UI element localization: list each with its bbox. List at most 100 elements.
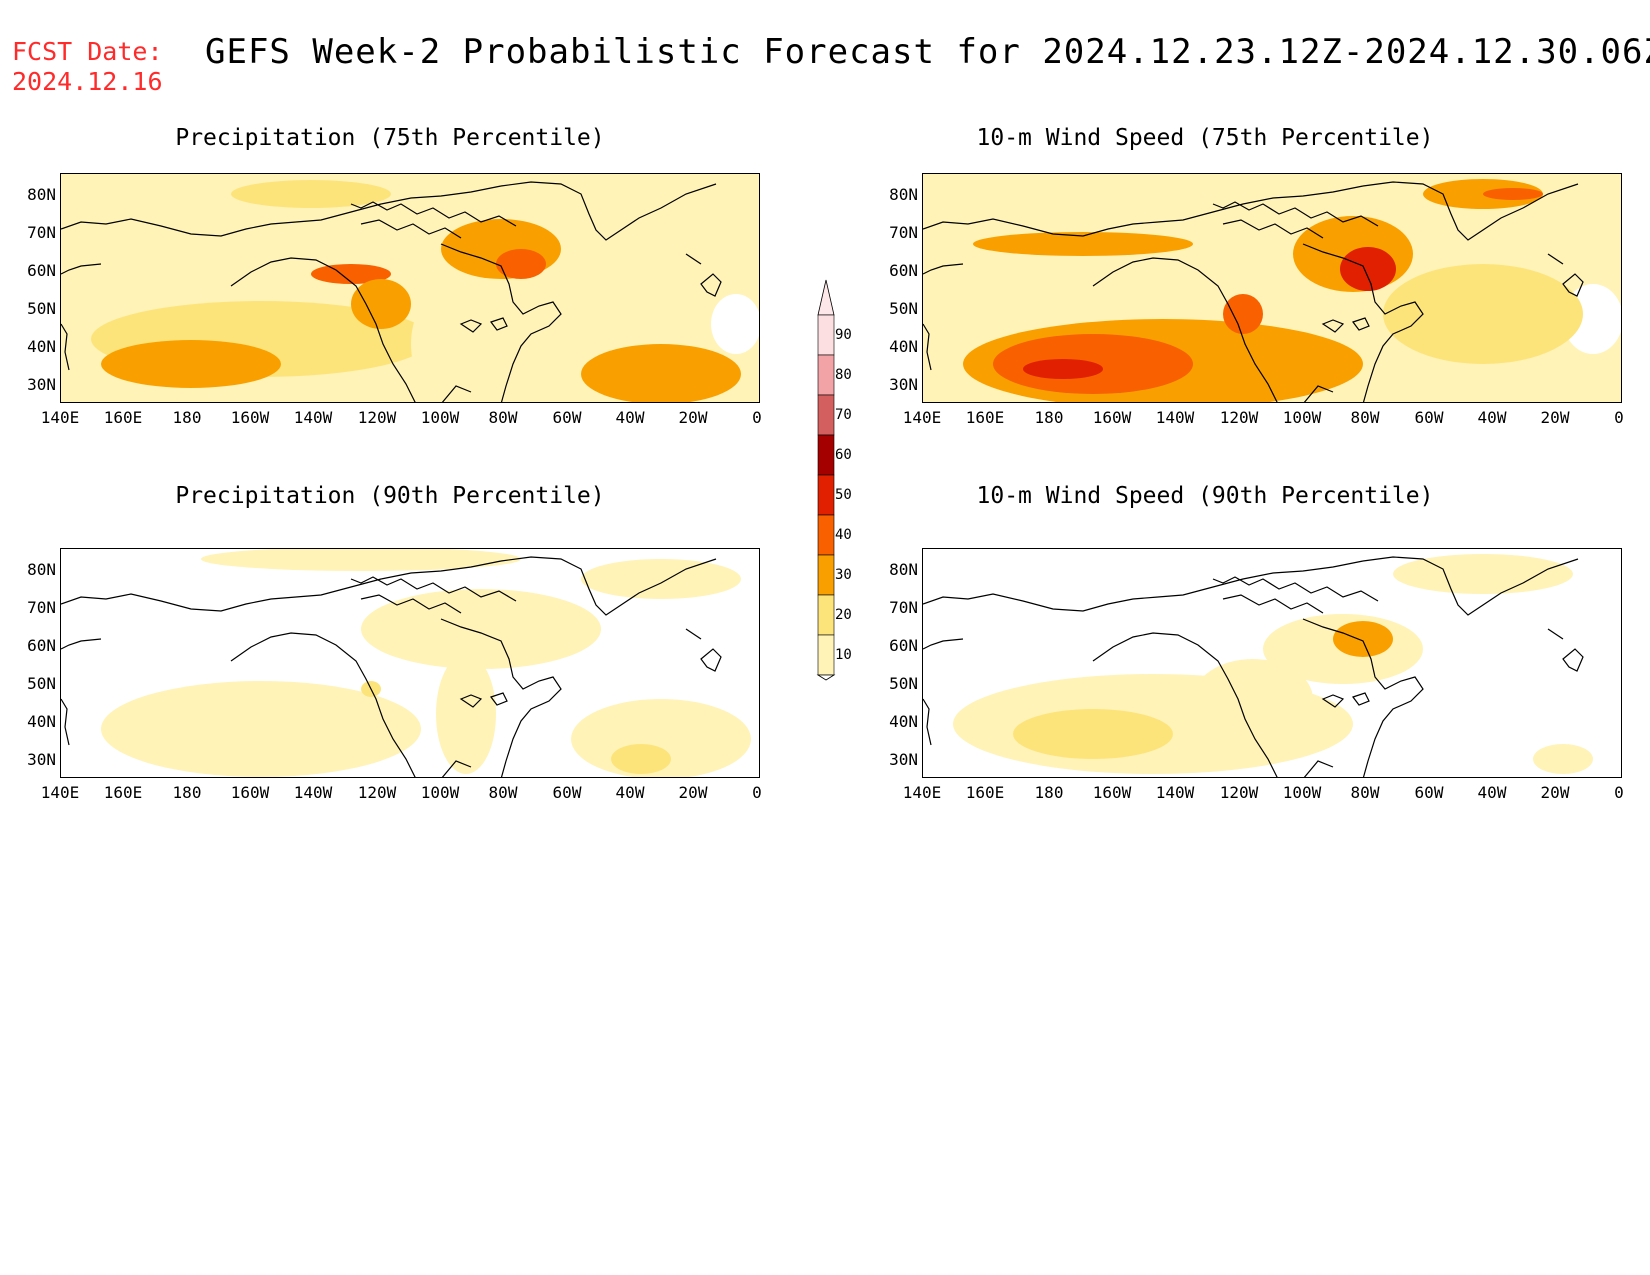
lon-tick-label: 140W	[293, 408, 333, 427]
lat-tick-label: 40N	[27, 337, 56, 356]
coastline	[1092, 257, 1278, 402]
map-canvas	[61, 174, 759, 402]
map-canvas	[61, 549, 759, 777]
map-canvas	[923, 549, 1621, 777]
coastline	[350, 576, 517, 602]
coastline	[230, 257, 416, 402]
lon-tick-label: 140W	[1155, 408, 1195, 427]
contour-region	[1223, 294, 1263, 334]
contour-region	[351, 279, 411, 329]
contour-region	[201, 549, 521, 571]
lat-tick-label: 50N	[27, 299, 56, 318]
lon-tick-label: 80W	[488, 783, 518, 802]
lat-tick-label: 30N	[27, 750, 56, 769]
coastline	[61, 263, 102, 275]
coastline	[360, 594, 462, 614]
contour-region	[581, 344, 741, 402]
coastline	[1547, 253, 1564, 265]
lon-tick-label: 160E	[965, 408, 1005, 427]
lon-tick-label: 0	[1614, 408, 1624, 427]
colorbar-segment	[817, 634, 835, 676]
lon-tick-label: 140W	[1155, 783, 1195, 802]
lon-tick-label: 180	[1034, 783, 1064, 802]
panel-title-wind-75: 10-m Wind Speed (75th Percentile)	[976, 125, 1434, 151]
colorbar-segment	[817, 354, 835, 396]
panel-title-wind-90: 10-m Wind Speed (90th Percentile)	[976, 483, 1434, 509]
lon-tick-label: 160E	[103, 408, 143, 427]
lat-tick-label: 50N	[889, 299, 918, 318]
lon-tick-label: 100W	[420, 408, 460, 427]
coastline	[61, 218, 297, 237]
lon-tick-label: 160E	[103, 783, 143, 802]
colorbar-segment	[817, 514, 835, 556]
lon-tick-label: 120W	[1219, 783, 1259, 802]
coastline	[1212, 201, 1379, 227]
lat-tick-label: 70N	[27, 598, 56, 617]
contour-region	[1483, 188, 1543, 200]
coastline	[1303, 385, 1334, 402]
lat-tick-label: 70N	[27, 223, 56, 242]
lon-tick-label: 20W	[1540, 408, 1570, 427]
coastline	[685, 253, 702, 265]
coastline	[1562, 648, 1584, 672]
coastline	[1362, 181, 1579, 241]
contour-region	[1193, 659, 1313, 739]
lon-tick-label: 140W	[293, 783, 333, 802]
forecast-date-label: FCST Date:	[12, 37, 163, 66]
contour-region	[361, 589, 601, 669]
lat-tick-label: 80N	[889, 560, 918, 579]
lat-tick-label: 40N	[889, 712, 918, 731]
coastline	[700, 273, 722, 297]
contour-region	[496, 249, 546, 279]
colorbar-label: 50	[835, 487, 852, 503]
lat-tick-label: 50N	[27, 674, 56, 693]
coastline	[61, 638, 102, 650]
colorbar-segment	[817, 314, 835, 356]
lon-tick-label: 80W	[1350, 783, 1380, 802]
coastline	[1212, 576, 1379, 602]
colorbar-label: 60	[835, 447, 852, 463]
lon-tick-label: 120W	[357, 783, 397, 802]
colorbar-label: 40	[835, 527, 852, 543]
contour-region	[973, 232, 1193, 256]
lat-tick-label: 60N	[27, 636, 56, 655]
contour-region	[101, 681, 421, 777]
lat-tick-label: 70N	[889, 223, 918, 242]
colorbar-label: 20	[835, 607, 852, 623]
contour-region	[436, 654, 496, 774]
contour-region	[1340, 247, 1396, 291]
coastline	[360, 219, 462, 239]
lon-tick-label: 120W	[357, 408, 397, 427]
coastline	[230, 632, 416, 777]
map-panel-wind-75	[922, 173, 1622, 403]
lon-tick-label: 0	[752, 783, 762, 802]
coastline	[1157, 560, 1364, 598]
contour-region	[411, 294, 471, 394]
contour-region	[101, 340, 281, 388]
lon-tick-label: 160W	[1092, 408, 1132, 427]
contour-region	[1533, 744, 1593, 774]
colorbar	[816, 279, 836, 681]
coastline	[500, 181, 717, 241]
lon-tick-label: 80W	[488, 408, 518, 427]
contour-region	[1023, 359, 1103, 379]
colorbar-segment	[817, 554, 835, 596]
panel-title-precip-75: Precipitation (75th Percentile)	[175, 125, 605, 151]
lon-tick-label: 40W	[1477, 408, 1507, 427]
coastline	[61, 698, 70, 746]
lat-tick-label: 80N	[27, 560, 56, 579]
coastline	[700, 648, 722, 672]
map-canvas	[923, 174, 1621, 402]
lat-tick-label: 30N	[889, 750, 918, 769]
map-panel-precip-90	[60, 548, 760, 778]
coastline	[1352, 317, 1370, 331]
coastline	[923, 638, 964, 650]
lon-tick-label: 40W	[1477, 783, 1507, 802]
lon-tick-label: 100W	[1282, 783, 1322, 802]
lon-tick-label: 20W	[1540, 783, 1570, 802]
coastline	[459, 694, 483, 708]
lon-tick-label: 180	[172, 408, 202, 427]
coastline	[440, 243, 562, 402]
colorbar-label: 90	[835, 327, 852, 343]
lon-tick-label: 180	[172, 783, 202, 802]
